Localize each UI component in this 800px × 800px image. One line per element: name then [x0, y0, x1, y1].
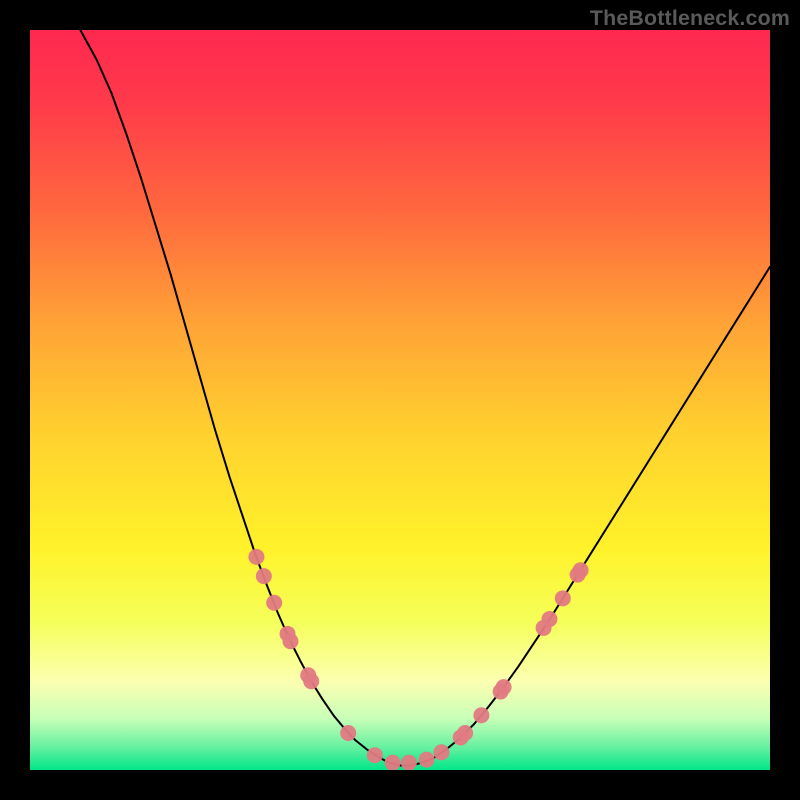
scatter-point [256, 568, 272, 584]
scatter-point [473, 707, 489, 723]
scatter-point [367, 747, 383, 763]
gradient-background [30, 30, 770, 770]
scatter-point [266, 595, 282, 611]
watermark-text: TheBottleneck.com [590, 6, 790, 31]
scatter-point [401, 755, 417, 770]
scatter-point [496, 679, 512, 695]
scatter-point [282, 633, 298, 649]
scatter-point [385, 755, 401, 770]
scatter-point [555, 590, 571, 606]
scatter-point [303, 673, 319, 689]
scatter-point [457, 725, 473, 741]
scatter-point [573, 562, 589, 578]
scatter-point [419, 752, 435, 768]
plot-svg [30, 30, 770, 770]
scatter-point [541, 611, 557, 627]
scatter-point [433, 744, 449, 760]
scatter-point [340, 725, 356, 741]
figure-root: { "figure": { "width_px": 800, "height_p… [0, 0, 800, 800]
watermark-label: TheBottleneck.com [590, 6, 790, 30]
plot-area [30, 30, 770, 770]
scatter-point [248, 549, 264, 565]
